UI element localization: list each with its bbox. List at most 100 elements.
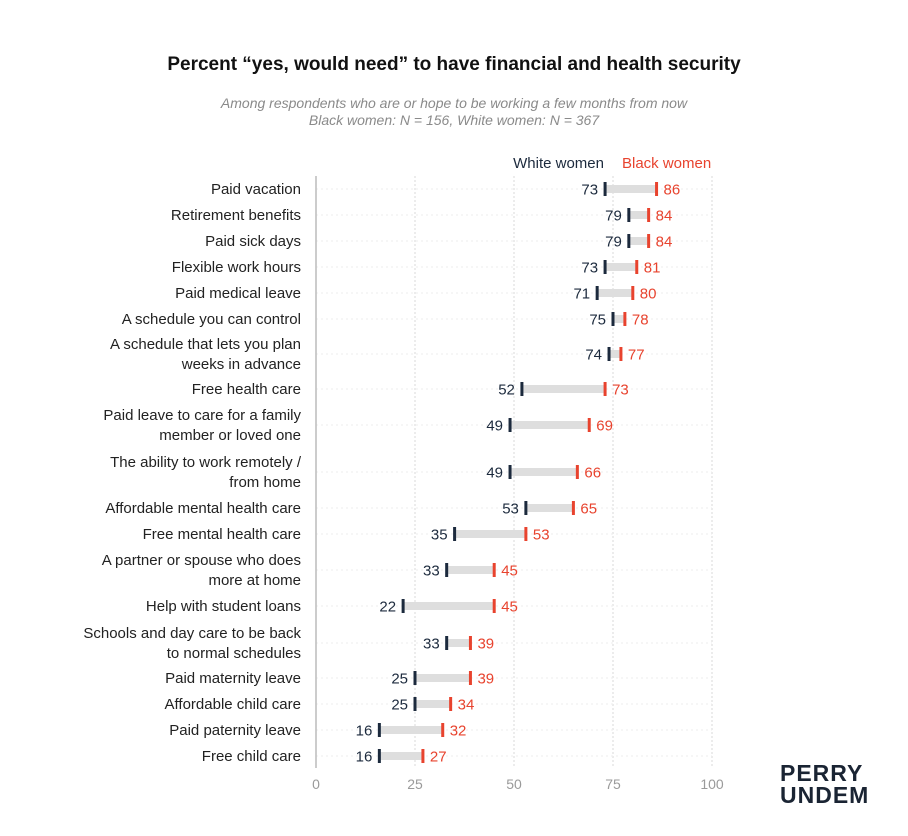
black-women-value: 53 [533, 527, 550, 544]
black-women-marker [492, 563, 496, 577]
white-women-marker [603, 260, 607, 274]
white-women-value: 35 [431, 527, 448, 544]
range-bar [510, 468, 578, 476]
category-label: A schedule you can control [122, 311, 301, 328]
black-women-marker [619, 347, 623, 361]
category-label: Free health care [192, 381, 301, 398]
white-women-value: 16 [356, 749, 373, 766]
range-bar [446, 639, 471, 647]
black-women-marker [647, 234, 651, 248]
black-women-value: 86 [664, 182, 681, 199]
white-women-value: 25 [391, 671, 408, 688]
black-women-value: 34 [458, 697, 475, 714]
white-women-marker [445, 636, 449, 650]
black-women-value: 80 [640, 286, 657, 303]
black-women-marker [524, 527, 528, 541]
category-label: Retirement benefits [171, 207, 301, 224]
range-bar [510, 421, 590, 429]
white-women-marker [595, 286, 599, 300]
white-women-marker [603, 182, 607, 196]
range-bar [521, 385, 606, 393]
range-bar [379, 752, 423, 760]
white-women-value: 53 [502, 501, 519, 518]
black-women-marker [603, 382, 607, 396]
white-women-marker [413, 671, 417, 685]
white-women-marker [401, 599, 405, 613]
category-label: more at home [208, 572, 301, 589]
legend-white-women: White women [513, 155, 604, 172]
white-women-marker [520, 382, 524, 396]
category-label: Free child care [202, 748, 301, 765]
black-women-marker [421, 749, 425, 763]
black-women-value: 81 [644, 260, 661, 277]
category-label: weeks in advance [181, 356, 301, 373]
category-label: Help with student loans [146, 598, 301, 615]
white-women-value: 49 [486, 465, 503, 482]
white-women-marker [377, 749, 381, 763]
x-tick-label: 75 [605, 776, 621, 792]
range-bar [403, 602, 495, 610]
black-women-marker [468, 636, 472, 650]
black-women-value: 45 [501, 599, 518, 616]
black-women-marker [441, 723, 445, 737]
range-bar [525, 504, 574, 512]
black-women-marker [635, 260, 639, 274]
black-women-value: 45 [501, 563, 518, 580]
category-label: to normal schedules [167, 645, 301, 662]
brand-line: PERRY [780, 760, 864, 786]
black-women-marker [587, 418, 591, 432]
range-bar [613, 315, 625, 323]
legend-black-women: Black women [622, 155, 711, 172]
category-label: A partner or spouse who does [102, 552, 301, 569]
range-bar [609, 350, 621, 358]
range-bar [454, 530, 526, 538]
category-label: Paid vacation [211, 181, 301, 198]
white-women-value: 33 [423, 563, 440, 580]
chart-subtitle: Among respondents who are or hope to be … [0, 95, 908, 129]
category-label: Affordable child care [165, 696, 301, 713]
category-label: member or loved one [159, 427, 301, 444]
black-women-value: 69 [596, 418, 613, 435]
black-women-value: 84 [656, 234, 673, 251]
category-label: A schedule that lets you plan [110, 336, 301, 353]
black-women-value: 32 [450, 723, 467, 740]
range-bar [605, 185, 657, 193]
white-women-value: 75 [589, 312, 606, 329]
brand-logo: PERRY UNDEM [780, 760, 870, 808]
white-women-marker [445, 563, 449, 577]
black-women-value: 66 [584, 465, 601, 482]
white-women-marker [524, 501, 528, 515]
range-bar [605, 263, 637, 271]
black-women-value: 27 [430, 749, 447, 766]
black-women-marker [631, 286, 635, 300]
black-women-marker [571, 501, 575, 515]
black-women-marker [492, 599, 496, 613]
black-women-marker [647, 208, 651, 222]
white-women-marker [627, 234, 631, 248]
black-women-value: 73 [612, 382, 629, 399]
category-label: Paid leave to care for a family [103, 407, 301, 424]
black-women-value: 39 [477, 636, 494, 653]
white-women-value: 73 [581, 182, 598, 199]
white-women-value: 25 [391, 697, 408, 714]
white-women-marker [508, 418, 512, 432]
category-label: Flexible work hours [172, 259, 301, 276]
white-women-marker [627, 208, 631, 222]
category-label: Paid paternity leave [169, 722, 301, 739]
white-women-marker [607, 347, 611, 361]
white-women-value: 74 [585, 347, 602, 364]
x-tick-label: 100 [700, 776, 724, 792]
category-label: Paid sick days [205, 233, 301, 250]
black-women-marker [655, 182, 659, 196]
white-women-value: 49 [486, 418, 503, 435]
black-women-marker [468, 671, 472, 685]
range-bar [415, 700, 451, 708]
category-label: Paid medical leave [175, 285, 301, 302]
brand-line: UNDEM [780, 782, 870, 808]
range-bar [446, 566, 495, 574]
x-tick-label: 0 [312, 776, 320, 792]
white-women-value: 52 [498, 382, 515, 399]
white-women-value: 79 [605, 234, 622, 251]
chart-title: Percent “yes, would need” to have financ… [167, 54, 741, 75]
range-bar [628, 211, 649, 219]
